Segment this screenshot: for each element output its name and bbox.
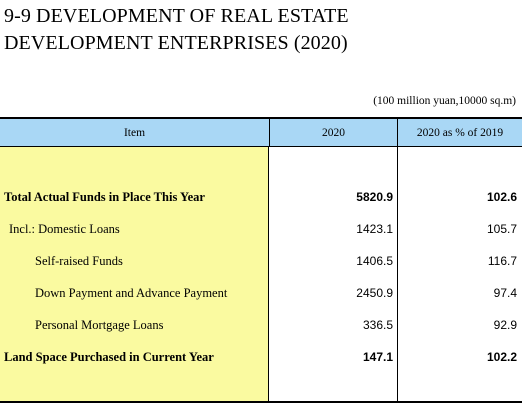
data-table: Item 2020 2020 as % of 2019 Total Actual…: [0, 117, 522, 403]
page-title: 9-9 DEVELOPMENT OF REAL ESTATE DEVELOPME…: [4, 3, 349, 57]
row-value-pct: 97.4: [493, 286, 517, 300]
row-value-2020: 336.5: [362, 318, 393, 332]
row-value-pct: 92.9: [493, 318, 517, 332]
table-row: Down Payment and Advance Payment 2450.9 …: [0, 283, 522, 303]
row-value-pct: 116.7: [487, 254, 517, 268]
row-value-2020: 147.1: [362, 350, 393, 364]
row-value-2020: 1406.5: [356, 254, 393, 268]
item-column-background: [0, 147, 269, 401]
row-value-pct: 102.2: [486, 350, 517, 364]
row-label: Total Actual Funds in Place This Year: [4, 190, 205, 204]
row-label: Self-raised Funds: [35, 254, 123, 268]
table-row: Self-raised Funds 1406.5 116.7: [0, 251, 522, 271]
row-value-pct: 105.7: [486, 222, 517, 236]
row-value-2020: 1423.1: [356, 222, 393, 236]
row-label: Land Space Purchased in Current Year: [4, 350, 214, 364]
row-value-pct: 102.6: [486, 190, 517, 204]
header-2020: 2020: [269, 119, 397, 147]
row-label: Personal Mortgage Loans: [35, 318, 164, 332]
column-divider: [397, 147, 398, 401]
table-row: Incl.: Domestic Loans 1423.1 105.7: [0, 219, 522, 239]
row-label: Down Payment and Advance Payment: [35, 286, 228, 300]
unit-note: (100 million yuan,10000 sq.m): [373, 95, 516, 107]
title-line-1: 9-9 DEVELOPMENT OF REAL ESTATE: [4, 5, 349, 27]
row-label: Incl.: Domestic Loans: [9, 222, 120, 236]
header-pct-of-2019: 2020 as % of 2019: [397, 119, 522, 147]
row-value-2020: 2450.9: [356, 286, 393, 300]
table-row: Personal Mortgage Loans 336.5 92.9: [0, 315, 522, 335]
table-row: Total Actual Funds in Place This Year 58…: [0, 187, 522, 207]
row-value-2020: 5820.9: [356, 190, 393, 204]
title-line-2: DEVELOPMENT ENTERPRISES (2020): [4, 32, 348, 54]
table-header: Item 2020 2020 as % of 2019: [0, 117, 522, 147]
table-row: Land Space Purchased in Current Year 147…: [0, 347, 522, 367]
header-item: Item: [123, 127, 146, 139]
table-bottom-rule: [0, 401, 522, 403]
